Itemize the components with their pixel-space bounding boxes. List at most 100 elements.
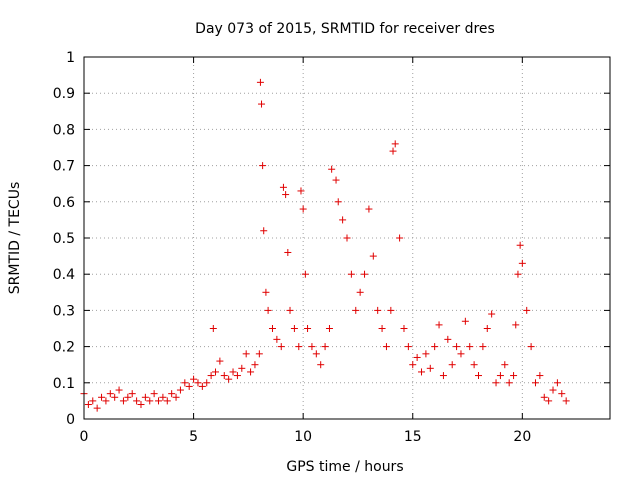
data-point <box>284 248 292 256</box>
data-point <box>308 343 316 351</box>
x-tick-label: 10 <box>294 429 312 445</box>
data-point <box>523 306 531 314</box>
data-point <box>84 401 92 409</box>
data-point <box>256 78 264 86</box>
data-point <box>527 343 535 351</box>
data-point <box>431 343 439 351</box>
y-tick-label: 0.5 <box>53 231 75 247</box>
data-point <box>418 368 426 376</box>
data-point <box>146 397 154 405</box>
data-point <box>168 390 176 398</box>
data-point <box>352 306 360 314</box>
data-point <box>389 147 397 155</box>
data-point <box>185 382 193 390</box>
y-tick-label: 0.7 <box>53 159 75 175</box>
data-point <box>207 372 215 380</box>
data-point <box>334 198 342 206</box>
data-point <box>279 183 287 191</box>
x-tick-label: 0 <box>80 429 89 445</box>
data-point <box>553 379 561 387</box>
data-point <box>159 393 167 401</box>
data-point <box>435 321 443 329</box>
data-point <box>102 397 110 405</box>
data-point <box>531 379 539 387</box>
data-point <box>396 234 404 242</box>
data-point <box>453 343 461 351</box>
data-point <box>518 259 526 267</box>
x-tick-label: 20 <box>513 429 531 445</box>
y-tick-label: 0.8 <box>53 122 75 138</box>
data-points <box>80 78 570 412</box>
data-point <box>262 288 270 296</box>
data-point <box>150 390 158 398</box>
data-point <box>514 270 522 278</box>
data-point <box>163 397 171 405</box>
data-point <box>545 397 553 405</box>
data-point <box>115 386 123 394</box>
data-point <box>233 372 241 380</box>
axis-ticks: 00.10.20.30.40.50.60.70.80.910 5 10 15 20 <box>53 50 610 445</box>
data-point <box>536 372 544 380</box>
data-point <box>286 306 294 314</box>
data-point <box>190 375 198 383</box>
x-tick-label: 15 <box>404 429 422 445</box>
data-point <box>549 386 557 394</box>
data-point <box>448 361 456 369</box>
data-point <box>356 288 364 296</box>
data-point <box>172 393 180 401</box>
data-point <box>258 100 266 108</box>
data-point <box>378 325 386 332</box>
y-tick-label: 0.3 <box>53 303 75 319</box>
data-point <box>382 343 390 351</box>
data-point <box>439 372 447 380</box>
data-point <box>409 361 417 369</box>
data-point <box>558 390 566 398</box>
data-point <box>391 140 399 148</box>
data-point <box>242 350 250 358</box>
data-point <box>93 404 101 412</box>
data-point <box>181 379 189 387</box>
data-point <box>225 375 233 383</box>
data-point <box>238 364 246 372</box>
y-tick-label: 0.4 <box>53 267 75 283</box>
data-point <box>128 390 136 398</box>
y-tick-label: 1 <box>66 50 75 66</box>
data-point <box>457 350 465 358</box>
data-point <box>470 361 478 369</box>
y-tick-label: 0 <box>66 412 75 428</box>
data-point <box>119 397 127 405</box>
data-point <box>343 234 351 242</box>
data-point <box>512 321 520 329</box>
data-point <box>328 165 336 173</box>
chart-title: Day 073 of 2015, SRMTID for receiver dre… <box>195 21 495 37</box>
data-point <box>347 270 355 278</box>
data-point <box>501 361 509 369</box>
data-point <box>387 306 395 314</box>
data-point <box>317 361 325 369</box>
data-point <box>111 393 119 401</box>
data-point <box>290 325 298 332</box>
data-point <box>516 241 524 249</box>
data-point <box>89 397 97 405</box>
y-tick-label: 0.6 <box>53 195 75 211</box>
data-point <box>141 393 149 401</box>
data-point <box>198 382 206 390</box>
data-point <box>229 368 237 376</box>
data-point <box>444 335 452 343</box>
data-point <box>496 372 504 380</box>
data-point <box>176 386 184 394</box>
data-point <box>216 357 224 365</box>
data-point <box>273 335 281 343</box>
data-point <box>400 325 408 332</box>
data-point <box>212 368 219 376</box>
data-point <box>124 393 132 401</box>
data-point <box>483 325 491 332</box>
data-point <box>203 379 211 387</box>
data-point <box>475 372 482 380</box>
data-point <box>361 270 369 278</box>
plot-frame <box>83 56 611 420</box>
y-tick-label: 0.1 <box>53 376 75 392</box>
data-point <box>247 368 255 376</box>
data-point <box>282 191 290 199</box>
data-point <box>220 372 228 380</box>
